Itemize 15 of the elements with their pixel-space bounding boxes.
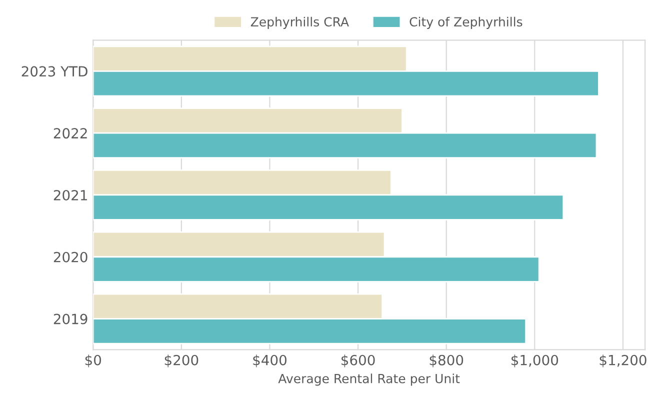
x-tick-label: $1,000 <box>512 354 558 368</box>
y-tick-label: 2019 <box>54 314 88 324</box>
x-tick-label: $0 <box>85 354 102 368</box>
x-tick-label: $600 <box>342 354 375 368</box>
y-tick-label: 2020 <box>54 252 88 262</box>
legend-label: Zephyrhills CRA <box>250 16 349 29</box>
y-tick-label: 2022 <box>54 128 87 139</box>
x-tick-label: $400 <box>253 354 286 368</box>
x-axis-title: Average Rental Rate per Unit <box>278 374 460 386</box>
y-tick-label: 2023 YTD <box>22 66 88 77</box>
x-tick-label: $200 <box>164 354 198 368</box>
y-tick-label: 2021 <box>54 190 87 200</box>
x-tick-label: $800 <box>430 354 464 368</box>
x-tick-label: $1,200 <box>600 354 646 368</box>
legend-label: City of Zephyrhills <box>410 16 522 29</box>
